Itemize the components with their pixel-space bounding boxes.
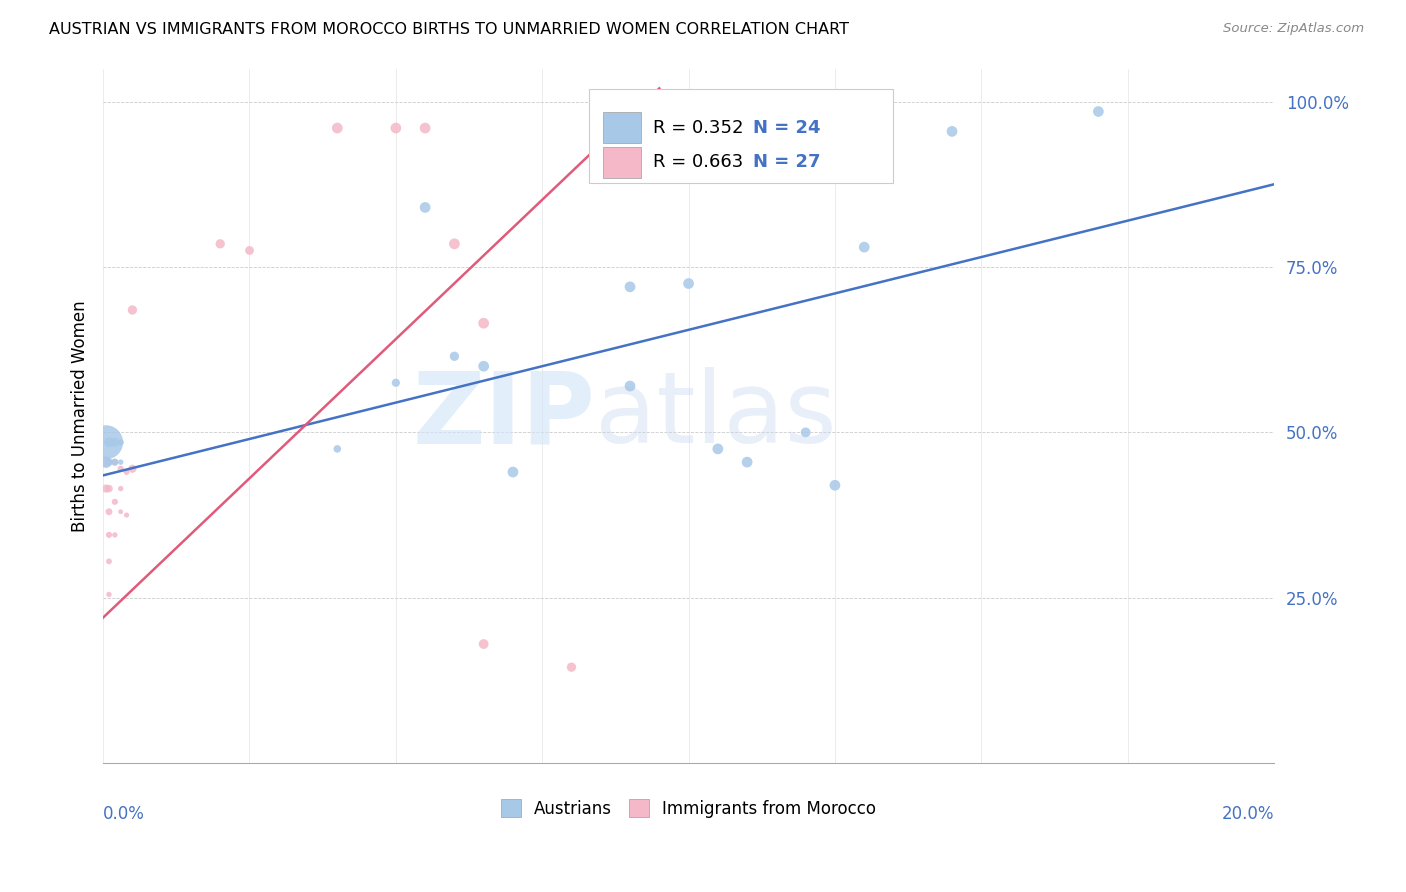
- Point: [110, 435, 132, 450]
- Point: [472, 359, 495, 374]
- Text: R = 0.352: R = 0.352: [654, 119, 761, 136]
- Point: [209, 236, 232, 251]
- Text: 20.0%: 20.0%: [1222, 805, 1274, 822]
- Point: [115, 508, 138, 522]
- Point: [385, 121, 408, 136]
- Point: [1087, 104, 1109, 119]
- Point: [707, 442, 730, 456]
- Point: [326, 121, 349, 136]
- Point: [98, 554, 121, 568]
- Point: [413, 201, 436, 215]
- FancyBboxPatch shape: [603, 146, 641, 178]
- Point: [853, 240, 876, 254]
- Text: AUSTRIAN VS IMMIGRANTS FROM MOROCCO BIRTHS TO UNMARRIED WOMEN CORRELATION CHART: AUSTRIAN VS IMMIGRANTS FROM MOROCCO BIRT…: [49, 22, 849, 37]
- Text: Source: ZipAtlas.com: Source: ZipAtlas.com: [1223, 22, 1364, 36]
- Point: [94, 455, 117, 469]
- Text: 0.0%: 0.0%: [103, 805, 145, 822]
- Point: [794, 425, 817, 440]
- Point: [326, 442, 349, 456]
- Point: [472, 316, 495, 330]
- Point: [619, 379, 641, 393]
- Point: [941, 124, 963, 138]
- Point: [98, 528, 121, 542]
- Point: [385, 376, 408, 390]
- Text: N = 24: N = 24: [754, 119, 821, 136]
- Point: [94, 435, 117, 450]
- Legend: Austrians, Immigrants from Morocco: Austrians, Immigrants from Morocco: [495, 793, 883, 824]
- Point: [110, 462, 132, 476]
- Point: [104, 455, 127, 469]
- Point: [98, 455, 121, 469]
- Text: N = 27: N = 27: [754, 153, 821, 171]
- Text: atlas: atlas: [595, 368, 837, 465]
- Point: [94, 482, 117, 496]
- Point: [98, 435, 121, 450]
- Point: [110, 455, 132, 469]
- Point: [443, 349, 465, 363]
- Point: [94, 455, 117, 469]
- Text: R = 0.663: R = 0.663: [654, 153, 761, 171]
- FancyBboxPatch shape: [603, 112, 641, 144]
- Point: [110, 482, 132, 496]
- Point: [104, 528, 127, 542]
- Point: [104, 435, 127, 450]
- Point: [121, 303, 143, 318]
- Point: [502, 465, 524, 479]
- Point: [98, 505, 121, 519]
- Text: ZIP: ZIP: [412, 368, 595, 465]
- Point: [678, 121, 700, 136]
- Point: [110, 505, 132, 519]
- Point: [619, 280, 641, 294]
- Point: [560, 660, 582, 674]
- Point: [104, 495, 127, 509]
- Point: [98, 482, 121, 496]
- Point: [238, 244, 260, 258]
- Point: [413, 121, 436, 136]
- Y-axis label: Births to Unmarried Women: Births to Unmarried Women: [72, 300, 89, 532]
- Point: [104, 455, 127, 469]
- Point: [472, 637, 495, 651]
- Point: [735, 455, 758, 469]
- Point: [115, 465, 138, 479]
- Point: [824, 478, 846, 492]
- Point: [443, 236, 465, 251]
- Point: [121, 462, 143, 476]
- Point: [98, 587, 121, 601]
- Point: [678, 277, 700, 291]
- FancyBboxPatch shape: [589, 89, 893, 183]
